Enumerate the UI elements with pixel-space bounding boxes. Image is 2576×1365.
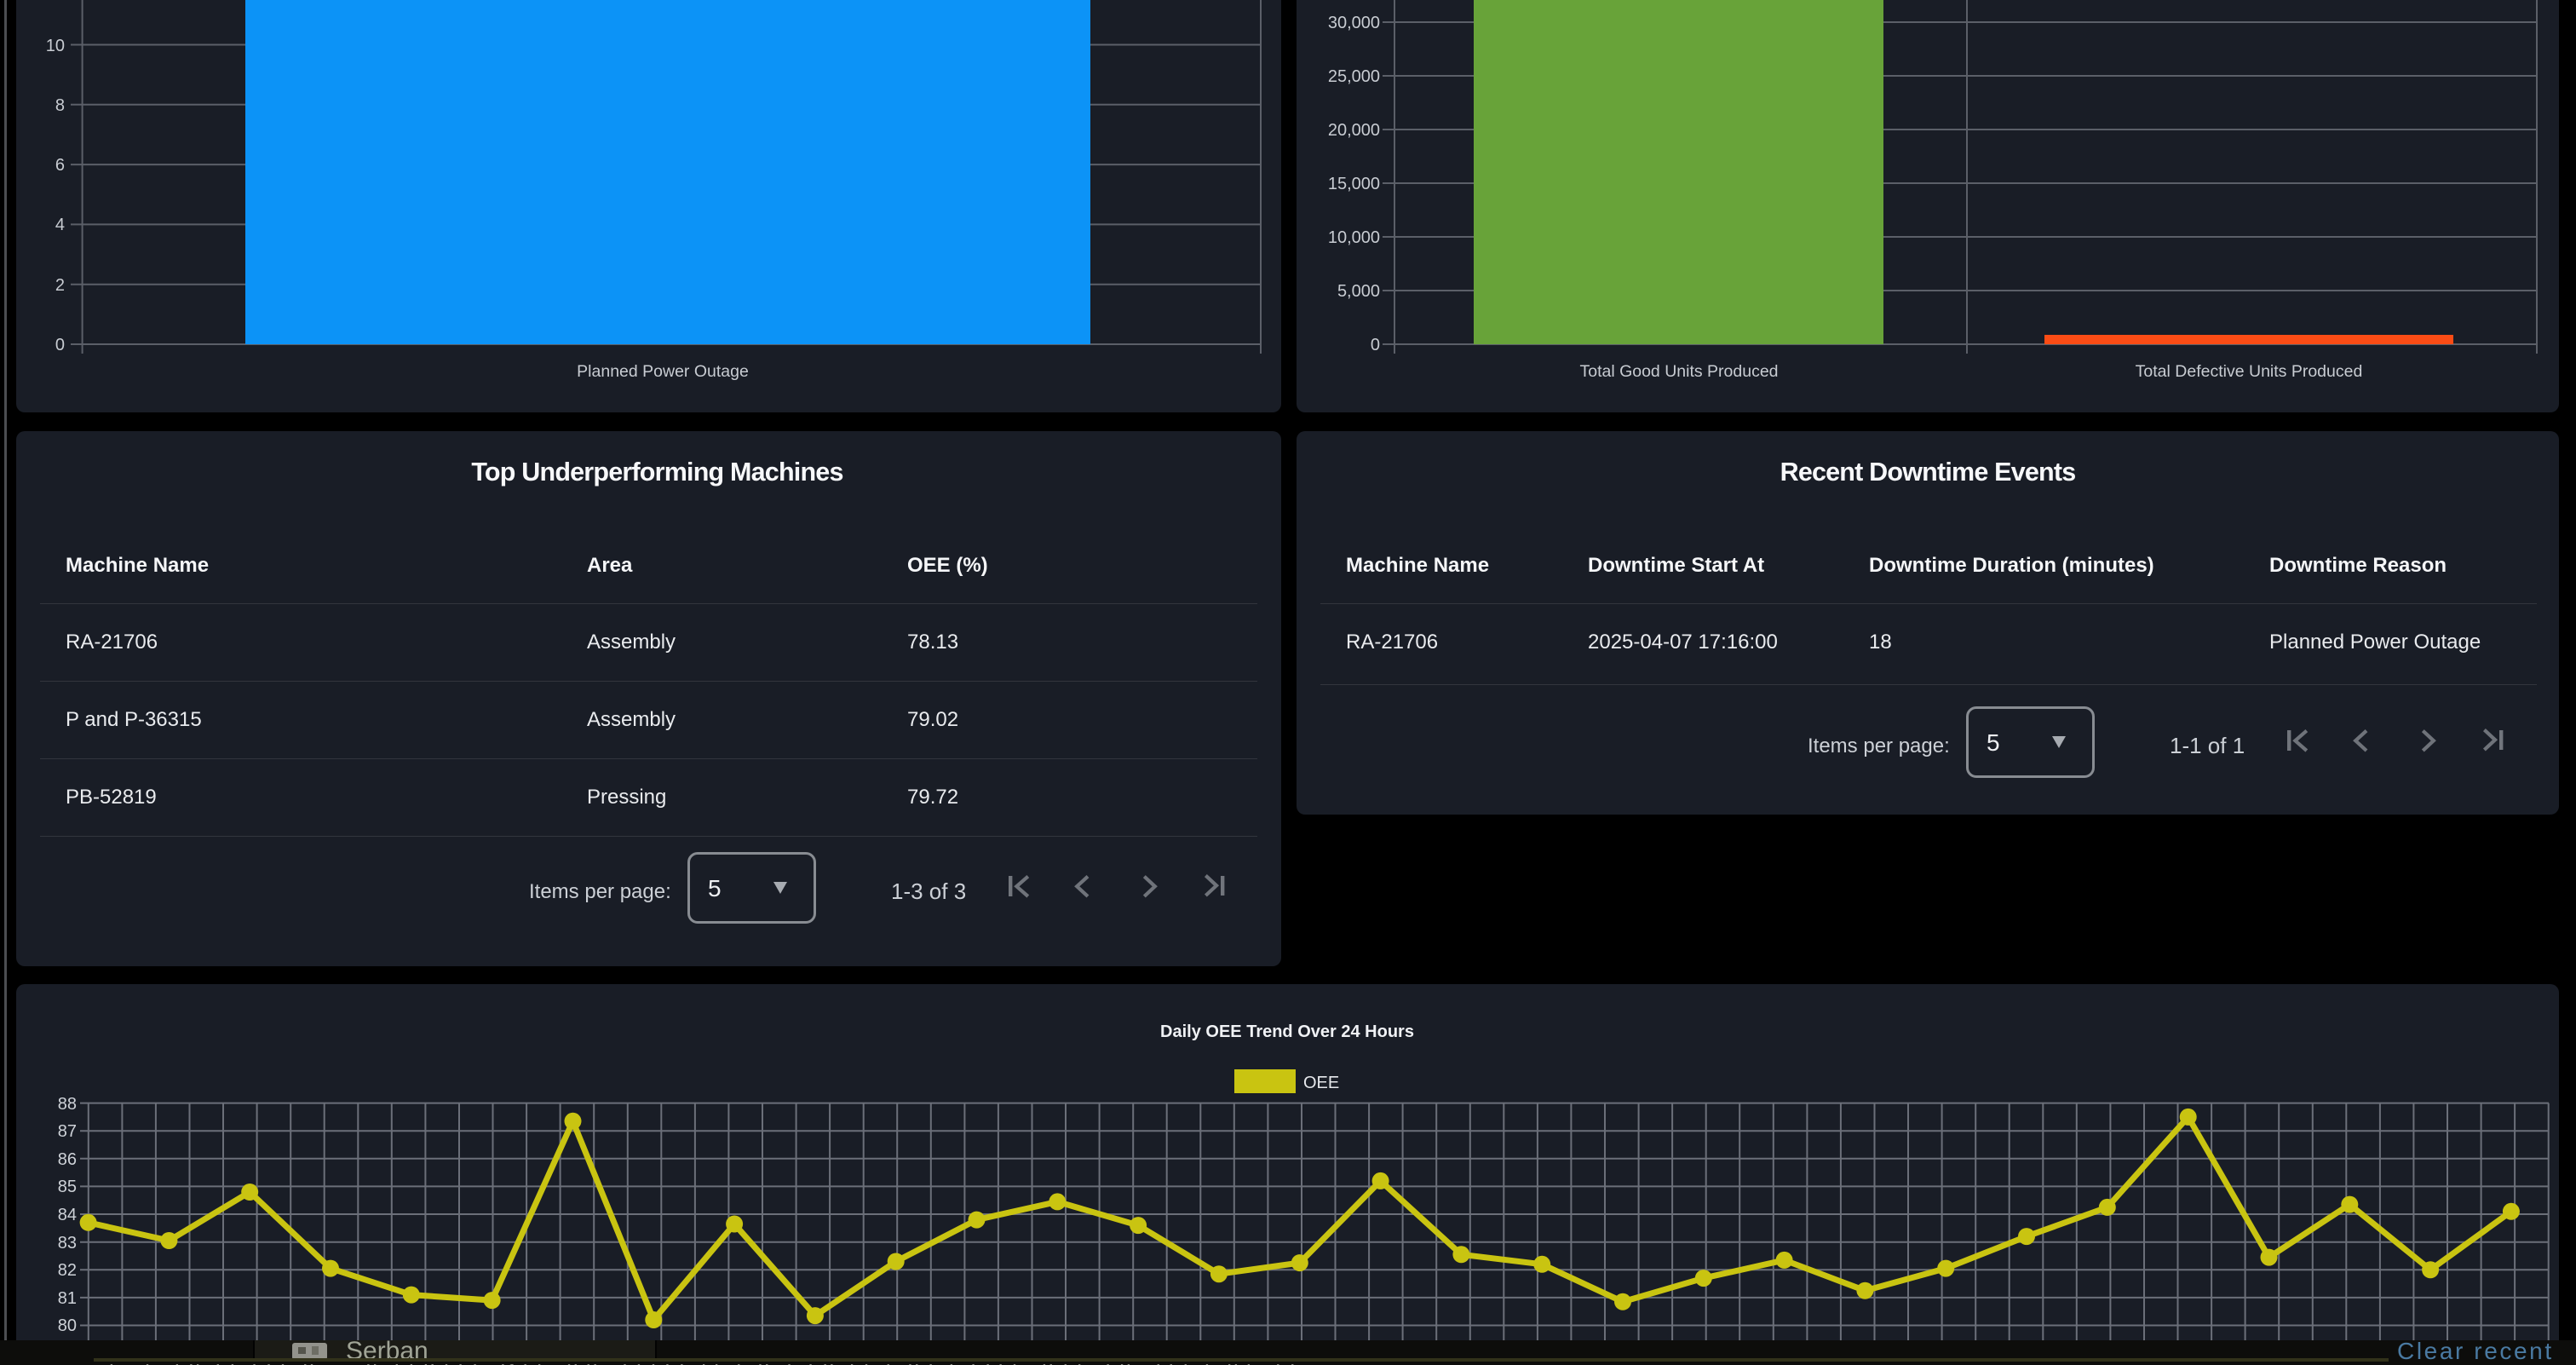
svg-text:30,000: 30,000 <box>1328 14 1380 32</box>
svg-text:15,000: 15,000 <box>1328 175 1380 193</box>
svg-text:10: 10 <box>46 37 65 55</box>
svg-text:85: 85 <box>58 1178 77 1196</box>
svg-text:Planned Power Outage: Planned Power Outage <box>577 362 749 381</box>
svg-text:83: 83 <box>58 1234 77 1253</box>
svg-text:Daily OEE Trend Over 24 Hours: Daily OEE Trend Over 24 Hours <box>1160 1022 1414 1041</box>
svg-text:84: 84 <box>58 1206 77 1224</box>
svg-text:4: 4 <box>55 216 65 234</box>
svg-text:0: 0 <box>55 336 65 354</box>
svg-text:Total Good Units Produced: Total Good Units Produced <box>1579 362 1778 381</box>
svg-text:8: 8 <box>55 96 65 115</box>
svg-text:20,000: 20,000 <box>1328 121 1380 140</box>
svg-text:80: 80 <box>58 1316 77 1335</box>
svg-text:2: 2 <box>55 276 65 295</box>
svg-text:6: 6 <box>55 156 65 175</box>
svg-text:82: 82 <box>58 1261 77 1280</box>
svg-text:0: 0 <box>1371 336 1380 354</box>
svg-text:87: 87 <box>58 1122 77 1141</box>
svg-text:Total Defective Units Produced: Total Defective Units Produced <box>2136 362 2363 381</box>
svg-text:5,000: 5,000 <box>1337 282 1380 301</box>
svg-text:10,000: 10,000 <box>1328 228 1380 247</box>
svg-text:25,000: 25,000 <box>1328 67 1380 86</box>
svg-text:OEE: OEE <box>1303 1074 1339 1092</box>
svg-text:86: 86 <box>58 1150 77 1169</box>
svg-text:81: 81 <box>58 1289 77 1308</box>
svg-text:88: 88 <box>58 1095 77 1114</box>
